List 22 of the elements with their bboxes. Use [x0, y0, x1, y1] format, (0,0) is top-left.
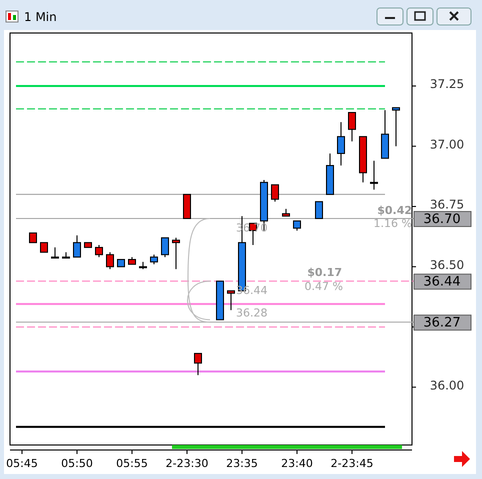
ref-line-label: 36.70 [423, 212, 461, 228]
x-tick-label: 05:50 [61, 457, 93, 470]
x-tick-label: 05:45 [6, 457, 38, 470]
x-tick-label: 2-23:30 [166, 457, 208, 470]
y-tick-label: 36.75 [430, 198, 464, 212]
annotation: $0.17 [307, 266, 342, 279]
y-tick-label: 37.00 [430, 137, 464, 152]
y-tick-label: 36.50 [430, 258, 464, 272]
ref-line-label: 36.27 [423, 316, 461, 331]
annotation: 0.47 % [304, 280, 343, 293]
chart-title: 1 Min [24, 10, 57, 24]
y-tick-label: 36.00 [430, 378, 464, 392]
annotation: $0.42 [377, 204, 412, 217]
ref-line-label: 36.44 [423, 274, 461, 290]
annotation: 1.16 % [374, 217, 412, 230]
annotation: 36.28 [236, 306, 268, 320]
x-tick-label: 23:35 [226, 457, 258, 470]
x-tick-label: 23:40 [281, 457, 313, 470]
y-tick-label: 37.25 [430, 77, 464, 92]
x-tick-label: 2-23:45 [330, 457, 374, 470]
x-tick-label: 05:55 [116, 457, 148, 470]
annotation: 36.44 [236, 284, 268, 298]
